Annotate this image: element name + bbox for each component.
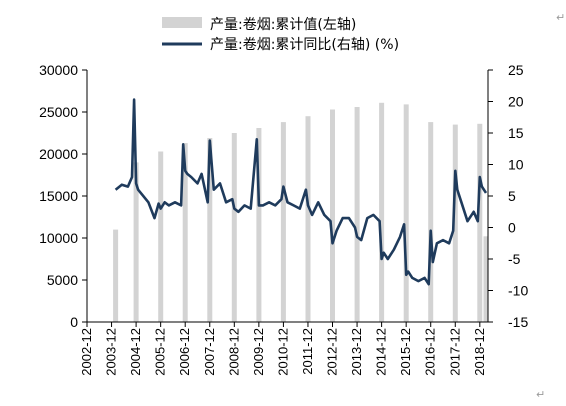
bar (403, 104, 409, 323)
bar (483, 236, 489, 322)
x-tick-label: 2013-12 (349, 328, 364, 376)
legend: 产量:卷烟:累计值(左轴) 产量:卷烟:累计同比(右轴) (%) (162, 17, 399, 53)
left-tick-label: 10000 (39, 230, 78, 246)
left-tick-label: 5000 (47, 272, 78, 288)
left-tick-label: 0 (70, 314, 78, 330)
axes-layer: 0 5000 10000 15000 20000 25000 30000 -15 -10 -5 0 5… (39, 62, 528, 376)
bar (231, 133, 237, 322)
x-tick-label: 2015-12 (398, 328, 413, 376)
bar (256, 128, 262, 322)
bar (379, 102, 385, 322)
left-tick-label: 25000 (39, 104, 78, 120)
right-tick-label: 25 (508, 62, 524, 78)
x-tick-label: 2005-12 (153, 328, 168, 376)
paragraph-mark-icon: ↵ (536, 388, 545, 401)
right-tick-label: 10 (508, 157, 524, 173)
paragraph-mark-icon: ↵ (556, 11, 565, 24)
right-tick-label: -5 (508, 251, 521, 267)
bar (158, 151, 164, 322)
yoy-line (114, 98, 488, 286)
right-tick-label: 20 (508, 94, 524, 110)
right-tick-label: 0 (508, 220, 516, 236)
x-tick-label: 2008-12 (226, 328, 241, 376)
x-tick-label: 2006-12 (177, 328, 192, 376)
x-tick-label: 2017-12 (447, 328, 462, 376)
x-tick-label: 2012-12 (325, 328, 340, 376)
bar (113, 229, 119, 322)
bar (452, 124, 458, 322)
bar (330, 109, 335, 322)
line-layer (114, 98, 488, 286)
x-tick-label: 2018-12 (472, 328, 487, 376)
bar (477, 123, 483, 322)
x-tick-label: 2003-12 (104, 328, 119, 376)
x-tick-label: 2002-12 (79, 328, 94, 376)
x-tick-label: 2016-12 (423, 328, 438, 376)
bar (207, 138, 213, 322)
x-tick-label: 2007-12 (202, 328, 217, 376)
bar (354, 107, 360, 322)
x-tick-label: 2009-12 (251, 328, 266, 376)
legend-bar-label: 产量:卷烟:累计值(左轴) (210, 17, 356, 33)
x-tick-label: 2011-12 (300, 328, 315, 375)
left-tick-label: 20000 (39, 146, 78, 162)
legend-line-label: 产量:卷烟:累计同比(右轴) (%) (210, 37, 399, 53)
right-tick-label: 15 (508, 125, 524, 141)
right-tick-label: -10 (508, 283, 528, 299)
bar (133, 162, 139, 322)
legend-bar-swatch (162, 17, 202, 28)
x-tick-label: 2010-12 (275, 328, 290, 376)
left-tick-label: 30000 (39, 62, 78, 78)
bar (428, 122, 434, 322)
bar (305, 116, 311, 322)
right-tick-label: -15 (508, 314, 528, 330)
bar (280, 122, 286, 322)
right-tick-label: 5 (508, 188, 516, 204)
x-tick-label: 2014-12 (374, 328, 389, 376)
bars-layer (113, 102, 489, 323)
bar (182, 143, 188, 322)
x-tick-label: 2004-12 (128, 328, 143, 376)
left-tick-label: 15000 (39, 188, 78, 204)
